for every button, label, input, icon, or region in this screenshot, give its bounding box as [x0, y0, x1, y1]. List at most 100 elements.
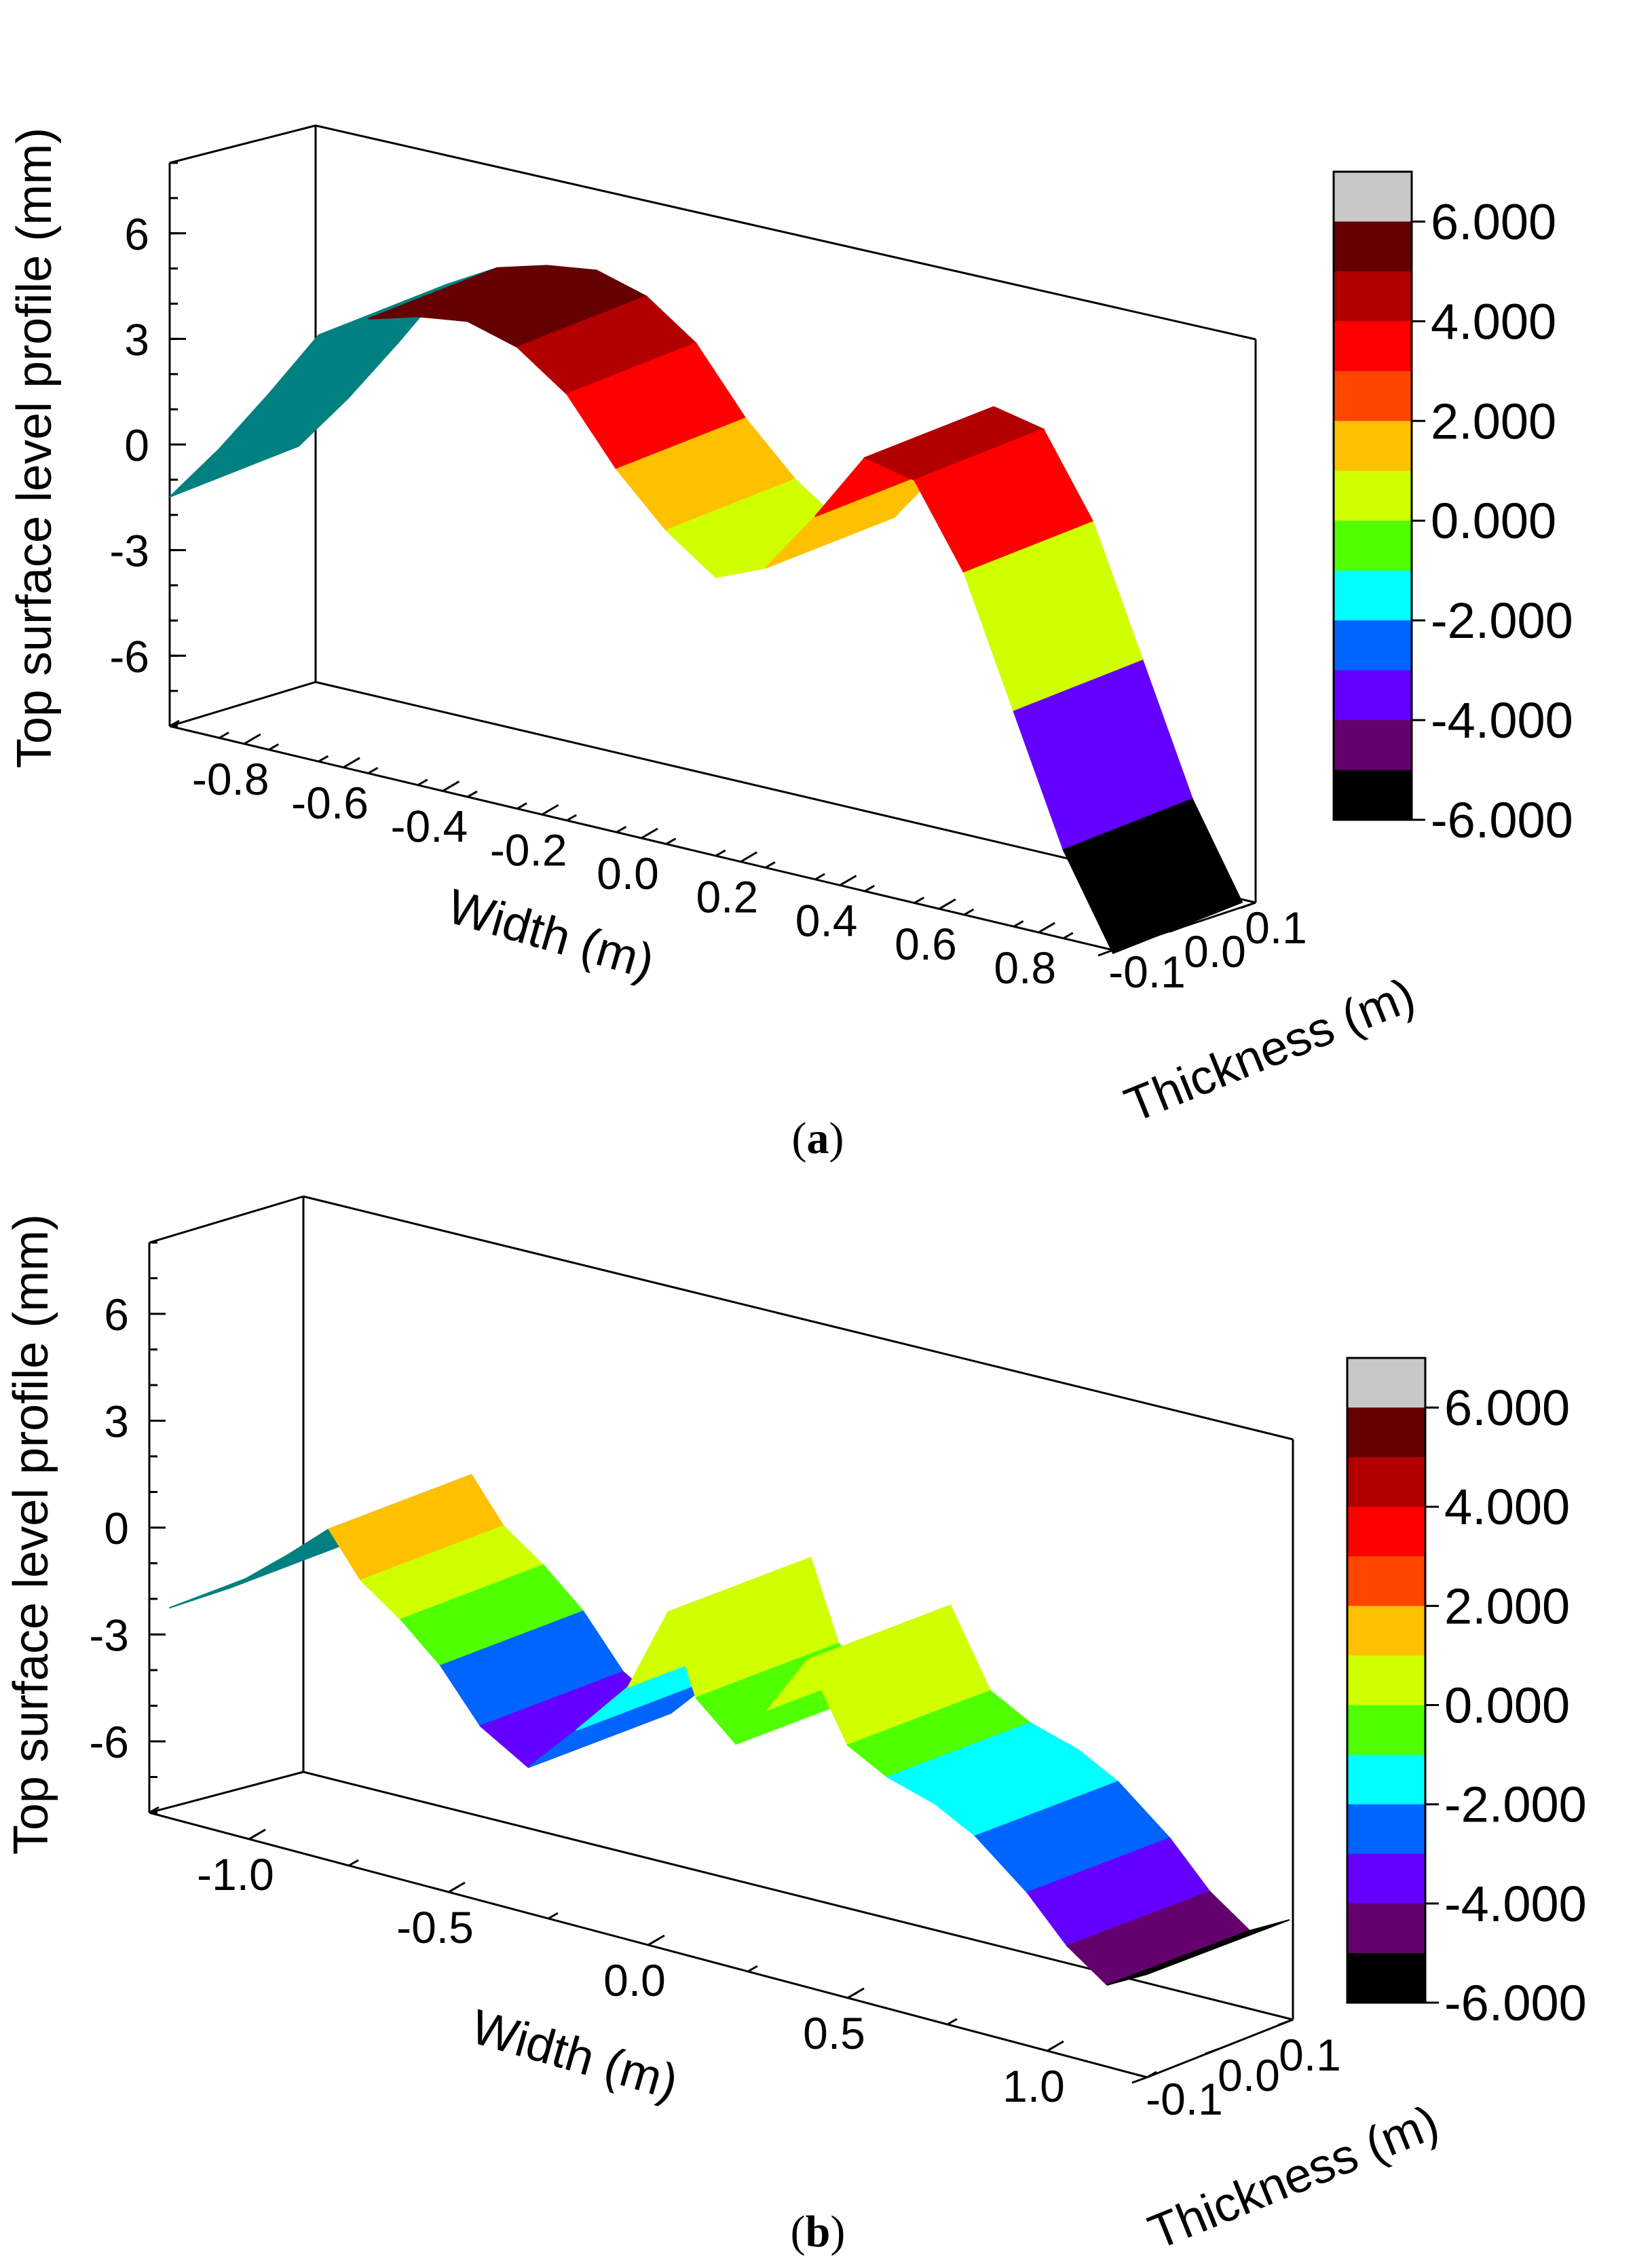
x-minor-tick	[947, 2018, 958, 2026]
legend-swatch	[1334, 421, 1412, 472]
z-axis-label: Top surface level profile (mm)	[4, 1214, 58, 1855]
x-tick	[641, 827, 658, 839]
caption-a: (a)	[791, 1114, 844, 1163]
x-minor-tick	[814, 873, 825, 881]
box-edge	[149, 1771, 304, 1814]
legend-swatch	[1334, 620, 1412, 671]
x-tick-label: 0.2	[696, 872, 758, 922]
x-tick-label: 0.0	[597, 848, 659, 899]
z-tick-label: 6	[124, 209, 149, 259]
y-tick-label: 0.1	[1279, 2030, 1341, 2080]
box-edge	[315, 124, 1256, 341]
x-minor-tick	[348, 1859, 359, 1867]
legend-swatch	[1334, 371, 1412, 421]
legend-swatch	[1347, 1407, 1425, 1458]
z-tick-label: -6	[89, 1717, 129, 1767]
x-tick-label: 0.4	[795, 895, 858, 945]
surface-strip	[1062, 798, 1243, 954]
y-tick	[1169, 925, 1185, 933]
x-tick	[839, 875, 857, 886]
surface	[169, 1473, 1290, 1986]
x-tick-label: 1.0	[1002, 2061, 1065, 2111]
y-tick-label: -0.1	[1146, 2074, 1223, 2124]
legend-swatch	[1347, 1457, 1425, 1507]
x-minor-tick	[417, 778, 428, 787]
legend-swatch	[1347, 1754, 1425, 1805]
legend-label: 2.000	[1431, 393, 1556, 449]
x-tick	[939, 898, 956, 910]
legend-swatch	[1334, 670, 1412, 721]
legend-label: 4.000	[1431, 293, 1556, 349]
legend-swatch	[1334, 521, 1412, 571]
y-tick-label: 0.0	[1184, 926, 1246, 977]
x-minor-tick	[1146, 2071, 1157, 2079]
x-tick-label: 0.8	[994, 943, 1056, 993]
legend-label: -4.000	[1431, 692, 1573, 749]
x-tick-label: -0.2	[490, 825, 567, 875]
legend-swatch	[1334, 720, 1412, 771]
z-tick-label: 3	[104, 1397, 129, 1447]
x-tick-label: -0.8	[192, 754, 269, 804]
legend-swatch	[1347, 1358, 1425, 1408]
z-tick-label: 0	[104, 1503, 129, 1553]
x-tick	[343, 757, 360, 769]
x-minor-tick	[149, 1806, 159, 1814]
legend-label: 2.000	[1444, 1578, 1570, 1634]
z-axis-label: Top surface level profile (mm)	[7, 128, 62, 768]
x-minor-tick	[665, 837, 677, 845]
x-minor-tick	[169, 719, 180, 727]
x-minor-tick	[647, 1938, 658, 1946]
legend: 6.000 4.000 2.000 0.000 -2.000 -4.000 -6.000	[1332, 170, 1573, 848]
z-tick-label: -3	[89, 1610, 129, 1661]
box-edge	[149, 1195, 304, 1244]
z-tick-label: -3	[109, 526, 149, 576]
x-minor-tick	[448, 1885, 459, 1893]
legend: 6.000 4.000 2.000 0.000 -2.000 -4.000 -6.000	[1346, 1357, 1587, 2031]
legend-swatch	[1347, 1952, 1425, 2003]
z-tick-label: 6	[104, 1289, 129, 1340]
z-tick-label: -6	[109, 631, 149, 681]
legend-frame	[1332, 170, 1413, 821]
legend-swatch	[1334, 470, 1412, 521]
x-minor-tick	[548, 1912, 559, 1920]
legend-swatch	[1347, 1903, 1425, 1954]
legend-swatch	[1334, 770, 1412, 820]
chart-panel-a: 6 3 0 -3 -6 -0.8 -0.6 -0.4 -0.2 0.0 0.2 0.4 0.6 0.8 -0…	[7, 124, 1573, 1163]
x-minor-tick	[268, 743, 280, 751]
box-edge	[169, 681, 316, 727]
x-minor-tick	[765, 861, 776, 869]
x-tick-label: -0.6	[291, 778, 369, 828]
legend-swatch	[1334, 172, 1412, 222]
x-tick	[442, 780, 460, 792]
y-tick	[1097, 949, 1114, 957]
x-tick	[740, 851, 758, 863]
legend-label: 6.000	[1431, 193, 1556, 250]
x-minor-tick	[715, 849, 726, 857]
x-tick	[243, 733, 261, 745]
y-tick-label: 0.0	[1218, 2050, 1280, 2100]
x-minor-tick	[1047, 2044, 1057, 2052]
z-tick-label: 0	[124, 420, 149, 470]
box-edge	[169, 124, 316, 164]
chart-a-svg: 6 3 0 -3 -6 -0.8 -0.6 -0.4 -0.2 0.0 0.2 0.4 0.6 0.8 -0…	[7, 124, 1573, 1133]
y-tick-label: -0.1	[1108, 947, 1186, 997]
legend-swatch	[1347, 1804, 1425, 1855]
x-minor-tick	[248, 1832, 259, 1840]
x-minor-tick	[566, 814, 578, 822]
legend-swatch	[1334, 570, 1412, 621]
x-minor-tick	[914, 896, 925, 904]
x-tick-label: 0.0	[603, 1955, 666, 2005]
box-edge	[303, 1195, 1294, 1441]
y-tick-label: 0.1	[1245, 903, 1307, 953]
legend-swatch	[1334, 321, 1412, 372]
legend-label: -6.000	[1431, 792, 1573, 848]
legend-swatch	[1347, 1556, 1425, 1606]
legend-swatch	[1347, 1705, 1425, 1756]
legend-swatch	[1347, 1655, 1425, 1706]
x-minor-tick	[467, 790, 478, 798]
caption-b: (b)	[790, 2207, 846, 2256]
x-minor-tick	[847, 1991, 858, 1999]
legend-label: -6.000	[1444, 1975, 1587, 2031]
x-minor-tick	[1013, 920, 1024, 928]
surface-strip	[1106, 1919, 1290, 1986]
